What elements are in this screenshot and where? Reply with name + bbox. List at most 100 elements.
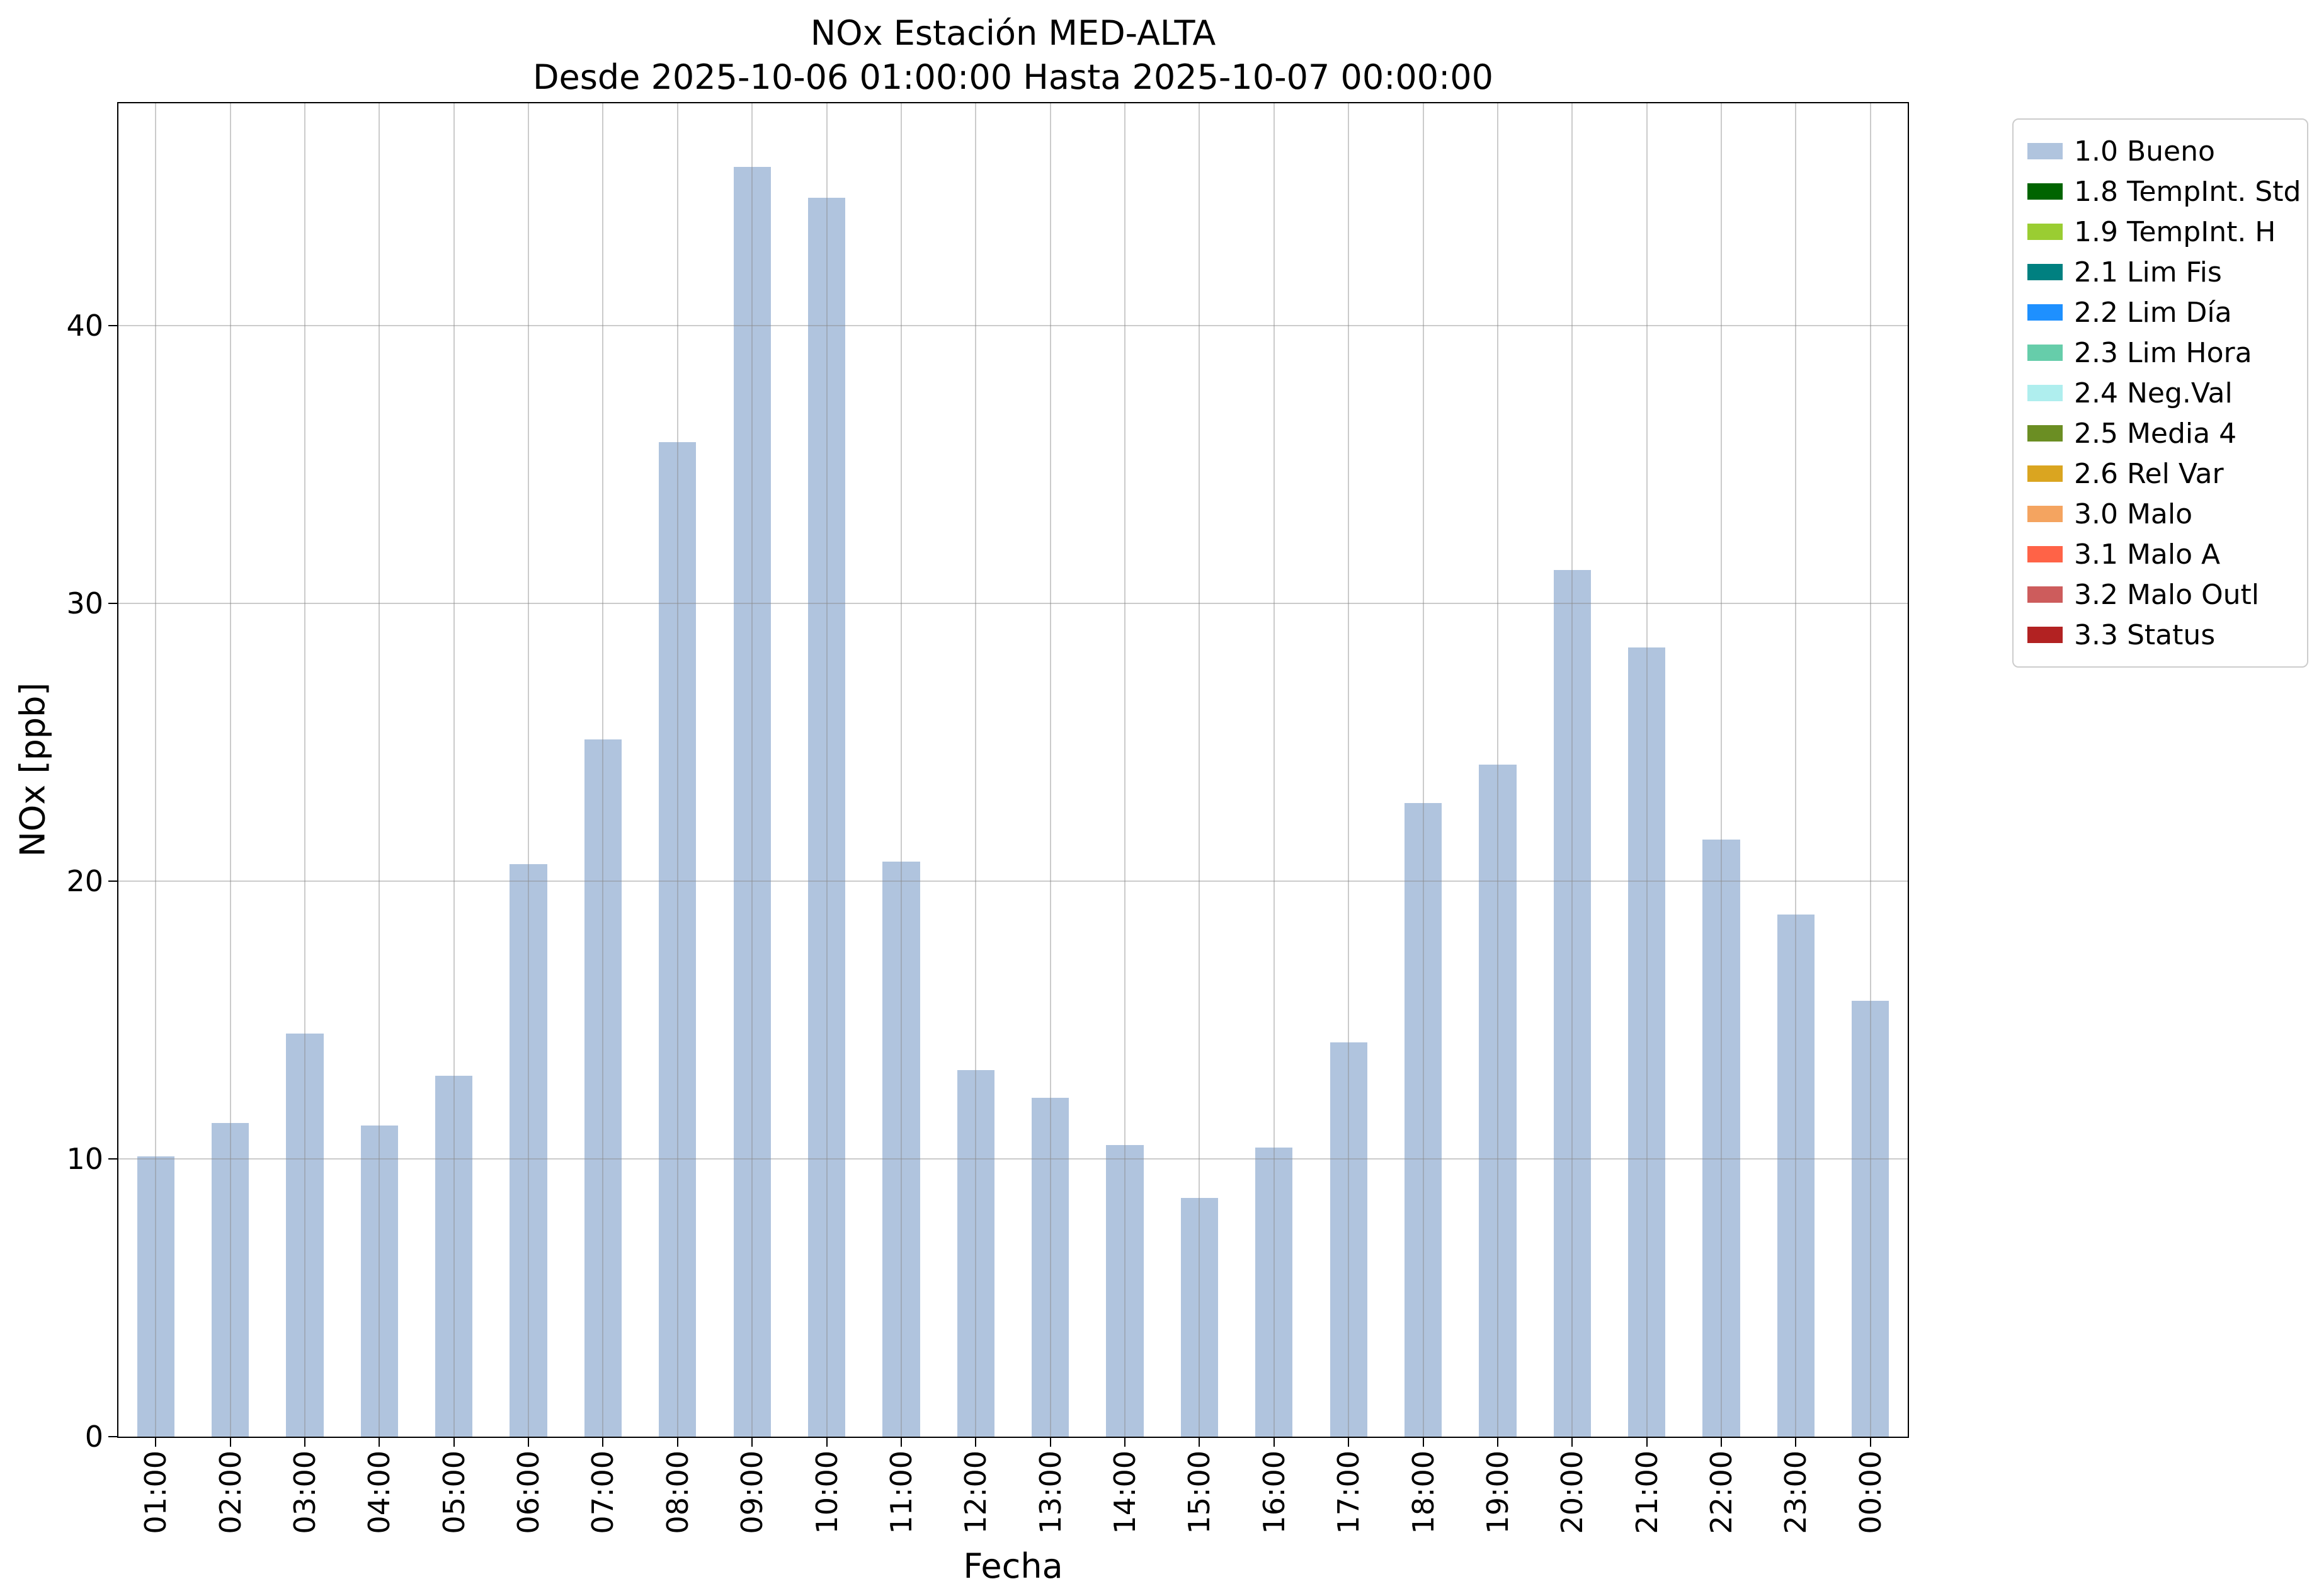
x-axis-label: Fecha (963, 1546, 1063, 1586)
gridline-vertical (1348, 103, 1350, 1437)
y-tick-label: 30 (66, 586, 103, 620)
bar (807, 197, 846, 1437)
x-tick-mark (1869, 1437, 1871, 1447)
x-tick-mark (1049, 1437, 1051, 1447)
x-tick-mark (229, 1437, 231, 1447)
x-tick-mark (1721, 1437, 1723, 1447)
legend-item: 2.3 Lim Hora (2027, 333, 2293, 373)
legend-swatch (2027, 143, 2063, 159)
x-tick-mark (453, 1437, 455, 1447)
x-tick-label: 05:00 (436, 1451, 471, 1534)
gridline-horizontal (118, 1158, 1908, 1160)
legend-item: 1.9 TempInt. H (2027, 212, 2293, 252)
legend-swatch (2027, 546, 2063, 562)
bar (1852, 1000, 1889, 1437)
x-tick-label: 23:00 (1779, 1451, 1813, 1534)
x-tick-mark (1646, 1437, 1648, 1447)
x-tick-mark (676, 1437, 678, 1447)
gridline-vertical (379, 103, 380, 1437)
legend-swatch (2027, 627, 2063, 643)
x-tick-mark (826, 1437, 828, 1447)
gridline-vertical (676, 103, 678, 1437)
legend-swatch (2027, 304, 2063, 321)
x-tick-label: 03:00 (287, 1451, 322, 1534)
bar (211, 1122, 249, 1437)
y-tick-mark (108, 880, 117, 882)
legend-label: 3.3 Status (2074, 618, 2216, 651)
legend-label: 2.2 Lim Día (2074, 296, 2232, 329)
x-tick-label: 22:00 (1704, 1451, 1739, 1534)
legend-item: 2.1 Lim Fis (2027, 252, 2293, 292)
y-tick-label: 20 (66, 864, 103, 898)
legend-item: 3.1 Malo A (2027, 534, 2293, 574)
legend-swatch (2027, 224, 2063, 240)
x-tick-label: 08:00 (660, 1451, 695, 1534)
plot-area (117, 102, 1909, 1438)
gridline-vertical (1721, 103, 1723, 1437)
legend-label: 3.0 Malo (2074, 498, 2193, 530)
x-tick-label: 04:00 (362, 1451, 397, 1534)
x-tick-label: 00:00 (1853, 1451, 1888, 1534)
legend-label: 2.6 Rel Var (2074, 457, 2224, 490)
y-tick-label: 40 (66, 308, 103, 343)
gridline-vertical (453, 103, 455, 1437)
gridline-horizontal (118, 324, 1908, 326)
x-tick-mark (379, 1437, 380, 1447)
y-tick-mark (108, 324, 117, 326)
y-tick-mark (108, 602, 117, 604)
bar (510, 864, 547, 1437)
gridline-vertical (1496, 103, 1498, 1437)
gridline-vertical (826, 103, 828, 1437)
x-tick-mark (900, 1437, 902, 1447)
x-tick-label: 16:00 (1256, 1451, 1291, 1534)
legend-swatch (2027, 264, 2063, 280)
chart-title-block: NOx Estación MED-ALTA Desde 2025-10-06 0… (117, 11, 1909, 100)
gridline-vertical (975, 103, 977, 1437)
gridline-vertical (1199, 103, 1200, 1437)
gridline-vertical (1795, 103, 1797, 1437)
x-tick-label: 09:00 (735, 1451, 770, 1534)
bar (733, 167, 771, 1437)
x-tick-label: 17:00 (1331, 1451, 1366, 1534)
x-tick-mark (304, 1437, 305, 1447)
legend-item: 1.8 TempInt. Std (2027, 171, 2301, 212)
y-tick-label: 0 (84, 1420, 103, 1454)
y-tick-mark (108, 1436, 117, 1437)
y-tick-mark (108, 1158, 117, 1160)
legend-swatch (2027, 385, 2063, 401)
legend-label: 3.1 Malo A (2074, 538, 2221, 571)
legend-label: 2.4 Neg.Val (2074, 377, 2233, 409)
x-tick-label: 19:00 (1480, 1451, 1515, 1534)
gridline-vertical (1049, 103, 1051, 1437)
gridline-vertical (1869, 103, 1871, 1437)
gridline-vertical (751, 103, 753, 1437)
x-tick-mark (1348, 1437, 1350, 1447)
legend-label: 2.5 Media 4 (2074, 417, 2237, 450)
x-tick-label: 01:00 (139, 1451, 173, 1534)
legend-box: 1.0 Bueno 1.8 TempInt. Std 1.9 TempInt. H 2… (2012, 118, 2308, 668)
legend-label: 1.9 TempInt. H (2074, 215, 2276, 248)
x-tick-label: 06:00 (511, 1451, 546, 1534)
gridline-vertical (304, 103, 305, 1437)
bar (360, 1126, 398, 1437)
gridline-vertical (1571, 103, 1573, 1437)
legend-item: 1.0 Bueno (2027, 131, 2293, 171)
legend-item: 2.5 Media 4 (2027, 413, 2293, 453)
x-tick-mark (528, 1437, 530, 1447)
x-tick-label: 21:00 (1629, 1451, 1664, 1534)
bar (584, 739, 622, 1437)
x-tick-mark (1795, 1437, 1797, 1447)
x-tick-label: 15:00 (1182, 1451, 1217, 1534)
x-tick-mark (975, 1437, 977, 1447)
bar (1255, 1148, 1293, 1437)
x-tick-label: 10:00 (809, 1451, 844, 1534)
legend-item: 3.2 Malo Outl (2027, 574, 2293, 615)
gridline-horizontal (118, 602, 1908, 604)
legend-item: 2.2 Lim Día (2027, 292, 2293, 333)
x-tick-label: 07:00 (586, 1451, 620, 1534)
gridline-vertical (1124, 103, 1126, 1437)
x-tick-label: 18:00 (1406, 1451, 1440, 1534)
gridline-vertical (1273, 103, 1275, 1437)
x-tick-label: 14:00 (1108, 1451, 1142, 1534)
